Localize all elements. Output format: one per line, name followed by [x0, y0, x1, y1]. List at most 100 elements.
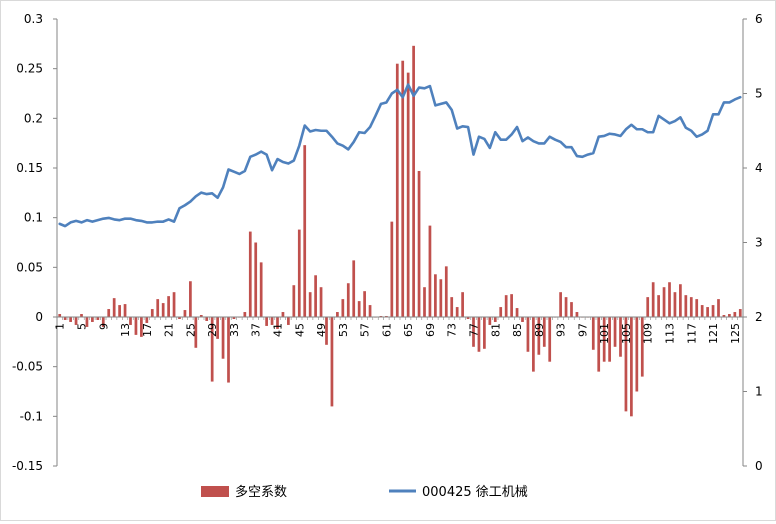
bar: [401, 60, 405, 317]
bar: [575, 312, 579, 317]
bar: [325, 317, 328, 345]
bar: [129, 317, 132, 325]
bar: [613, 317, 617, 347]
bar: [428, 225, 432, 317]
x-axis: 1 5 9 13 17 21 25 29 33 37 41 45 49 53 57 61 65 69 73 77 81 8…: [54, 316, 744, 344]
bar: [532, 317, 535, 372]
bar: [706, 307, 709, 317]
x-tick-label: 33: [228, 323, 241, 337]
bar: [248, 231, 252, 317]
bar: [461, 292, 464, 317]
left-tick-label: -0.1: [20, 409, 43, 423]
x-tick-label: 117: [685, 323, 698, 344]
bar: [297, 229, 301, 317]
right-tick-label: 4: [755, 161, 763, 175]
bar: [74, 317, 78, 325]
bar: [96, 317, 100, 320]
bar: [276, 317, 279, 329]
bar: [515, 308, 519, 317]
bar: [254, 242, 258, 317]
bar: [292, 285, 296, 317]
left-tick-label: 0.15: [16, 161, 43, 175]
bar: [80, 314, 83, 317]
left-tick-label: 0.3: [24, 12, 43, 26]
bar: [232, 317, 236, 319]
left-tick-label: -0.05: [12, 360, 43, 374]
bar: [608, 317, 611, 362]
bar: [521, 317, 524, 322]
right-tick-label: 5: [755, 87, 763, 101]
bar: [243, 312, 247, 317]
bar: [564, 297, 568, 317]
right-tick-label: 3: [755, 236, 763, 250]
bar: [483, 317, 486, 349]
bar: [150, 309, 154, 317]
bar: [287, 317, 290, 325]
bar: [679, 284, 682, 317]
right-tick-label: 6: [755, 12, 763, 26]
x-tick-label: 121: [707, 323, 720, 344]
bar: [183, 310, 187, 317]
bar: [221, 317, 225, 359]
bar: [352, 260, 356, 317]
bar: [434, 274, 437, 317]
right-tick-label: 2: [755, 310, 763, 324]
bar: [63, 317, 67, 320]
bar: [488, 317, 492, 325]
bar: [161, 303, 165, 317]
bar: [336, 312, 339, 317]
bar: [689, 297, 693, 317]
x-tick-label: 73: [446, 323, 459, 337]
bar: [368, 305, 372, 317]
legend: 多空系数 000425 徐工机械: [201, 484, 528, 500]
bar: [270, 317, 274, 325]
bar: [684, 295, 688, 317]
bar: [167, 296, 170, 317]
bar: [450, 297, 454, 317]
bar: [711, 305, 715, 317]
bar: [439, 279, 443, 317]
right-tick-label: 1: [755, 385, 763, 399]
bar: [624, 317, 628, 412]
bar: [112, 298, 116, 317]
x-tick-label: 17: [141, 323, 154, 337]
bar: [265, 317, 268, 326]
bar: [510, 294, 513, 317]
bar: [85, 317, 89, 327]
left-tick-label: 0: [35, 310, 43, 324]
bar: [172, 292, 176, 317]
bar: [91, 317, 94, 322]
bar: [308, 292, 312, 317]
x-tick-label: 81: [489, 323, 502, 337]
bar: [472, 317, 475, 347]
bar: [728, 314, 731, 317]
x-tick-label: 105: [620, 323, 633, 344]
bar: [526, 317, 530, 352]
bar: [140, 317, 143, 337]
bar: [314, 275, 317, 317]
bar: [417, 170, 421, 317]
bar-series: [58, 45, 742, 417]
bar: [695, 299, 699, 317]
bar: [635, 317, 639, 392]
bar: [570, 302, 573, 317]
bar: [123, 304, 127, 317]
x-tick-label: 21: [163, 323, 176, 337]
bar: [357, 301, 361, 317]
bar: [722, 315, 726, 317]
x-tick-label: 85: [511, 323, 524, 337]
x-tick-label: 53: [337, 323, 350, 337]
x-tick-label: 49: [315, 323, 328, 337]
bar: [107, 309, 111, 317]
bar: [227, 317, 230, 383]
x-tick-label: 37: [250, 323, 263, 337]
bar: [346, 283, 350, 317]
bar: [640, 317, 644, 377]
bar: [738, 309, 742, 317]
x-tick-label: 9: [97, 323, 110, 330]
left-tick-label: -0.15: [12, 459, 43, 473]
bar: [178, 317, 181, 319]
bar: [630, 317, 633, 417]
x-tick-label: 29: [206, 323, 219, 337]
bar: [657, 295, 660, 317]
